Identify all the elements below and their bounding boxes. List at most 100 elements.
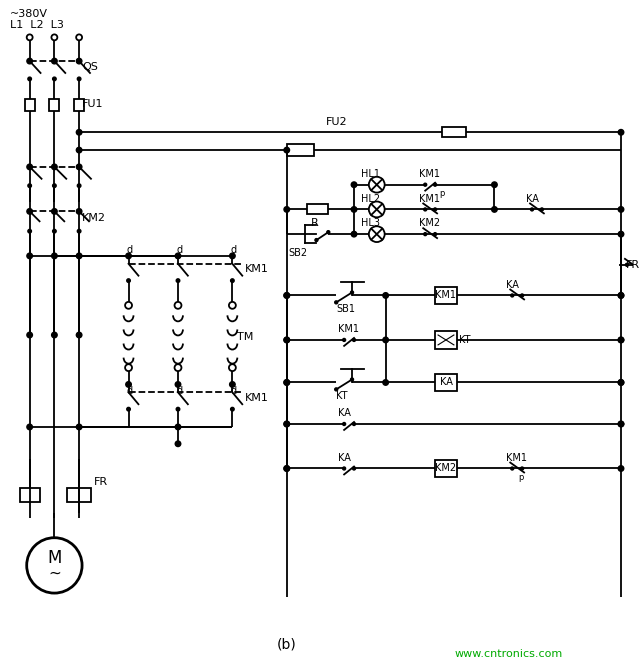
Circle shape [315, 239, 318, 242]
Text: KA: KA [338, 453, 351, 462]
Circle shape [351, 378, 353, 381]
Circle shape [175, 382, 180, 387]
Circle shape [284, 421, 289, 427]
Circle shape [76, 147, 82, 153]
Circle shape [383, 380, 388, 385]
Text: (b): (b) [277, 638, 297, 651]
Text: QS: QS [82, 62, 98, 72]
Text: KM1: KM1 [506, 453, 527, 462]
Circle shape [284, 147, 289, 153]
Text: KM1: KM1 [435, 291, 456, 300]
Circle shape [625, 263, 628, 266]
Text: KM1: KM1 [245, 264, 269, 274]
Bar [435, 331, 457, 349]
Circle shape [618, 466, 624, 471]
Text: KM2: KM2 [419, 218, 440, 228]
Circle shape [284, 293, 289, 298]
Circle shape [284, 337, 289, 343]
Text: KM2: KM2 [82, 213, 106, 223]
Text: KA: KA [338, 408, 351, 418]
Text: p: p [439, 189, 444, 198]
Circle shape [76, 253, 82, 259]
Text: FU2: FU2 [326, 117, 348, 127]
Text: www.cntronics.com: www.cntronics.com [455, 649, 563, 659]
Circle shape [342, 467, 346, 470]
Circle shape [52, 332, 57, 338]
Circle shape [434, 232, 436, 236]
Circle shape [353, 338, 355, 342]
Circle shape [176, 407, 180, 411]
Circle shape [618, 129, 624, 135]
Circle shape [284, 466, 289, 471]
Circle shape [434, 183, 436, 186]
Bar [74, 98, 84, 111]
Circle shape [76, 164, 82, 170]
Circle shape [284, 380, 289, 385]
Circle shape [175, 441, 180, 446]
Circle shape [618, 206, 624, 212]
Circle shape [636, 263, 638, 266]
Circle shape [52, 58, 57, 64]
Circle shape [618, 293, 624, 298]
Circle shape [77, 184, 81, 188]
Circle shape [76, 208, 82, 214]
Circle shape [351, 291, 353, 294]
Circle shape [76, 424, 82, 429]
Circle shape [27, 208, 33, 214]
Circle shape [424, 232, 427, 236]
Text: d: d [176, 387, 182, 397]
Circle shape [618, 380, 624, 385]
Circle shape [52, 77, 56, 80]
Circle shape [28, 229, 31, 233]
Text: R: R [310, 218, 318, 228]
Circle shape [540, 208, 543, 211]
Circle shape [175, 253, 180, 259]
Circle shape [353, 467, 355, 470]
Circle shape [492, 206, 497, 212]
Circle shape [76, 332, 82, 338]
Circle shape [424, 183, 427, 186]
Text: KA: KA [440, 377, 452, 387]
Bar [67, 488, 91, 502]
Circle shape [52, 184, 56, 188]
Circle shape [52, 253, 57, 259]
Circle shape [383, 293, 388, 298]
Circle shape [335, 388, 338, 391]
Circle shape [353, 423, 355, 425]
Circle shape [351, 206, 356, 212]
Circle shape [342, 338, 346, 342]
Circle shape [618, 337, 624, 343]
Circle shape [351, 182, 356, 188]
Circle shape [27, 58, 33, 64]
Circle shape [618, 380, 624, 385]
Circle shape [618, 421, 624, 427]
Circle shape [27, 164, 33, 170]
Circle shape [424, 208, 427, 211]
Circle shape [531, 208, 534, 211]
Text: KM1: KM1 [419, 169, 440, 179]
Circle shape [126, 253, 131, 259]
Text: ~380V: ~380V [10, 9, 48, 19]
Circle shape [52, 208, 57, 214]
Circle shape [511, 467, 514, 470]
Circle shape [383, 337, 388, 343]
Bar [435, 287, 457, 304]
Circle shape [284, 421, 289, 427]
Circle shape [127, 279, 131, 282]
Circle shape [342, 423, 346, 425]
Circle shape [126, 382, 131, 387]
Text: d: d [230, 387, 237, 397]
Circle shape [434, 208, 436, 211]
Circle shape [618, 231, 624, 237]
Text: KM1: KM1 [245, 393, 269, 403]
Text: KA: KA [526, 194, 539, 204]
Circle shape [284, 206, 289, 212]
Circle shape [230, 279, 234, 282]
Bar [20, 488, 40, 502]
Circle shape [618, 337, 624, 343]
Text: KM1: KM1 [419, 194, 440, 204]
Circle shape [327, 230, 330, 234]
Circle shape [230, 407, 234, 411]
Text: HL1: HL1 [361, 169, 380, 179]
Text: SB1: SB1 [336, 304, 355, 314]
